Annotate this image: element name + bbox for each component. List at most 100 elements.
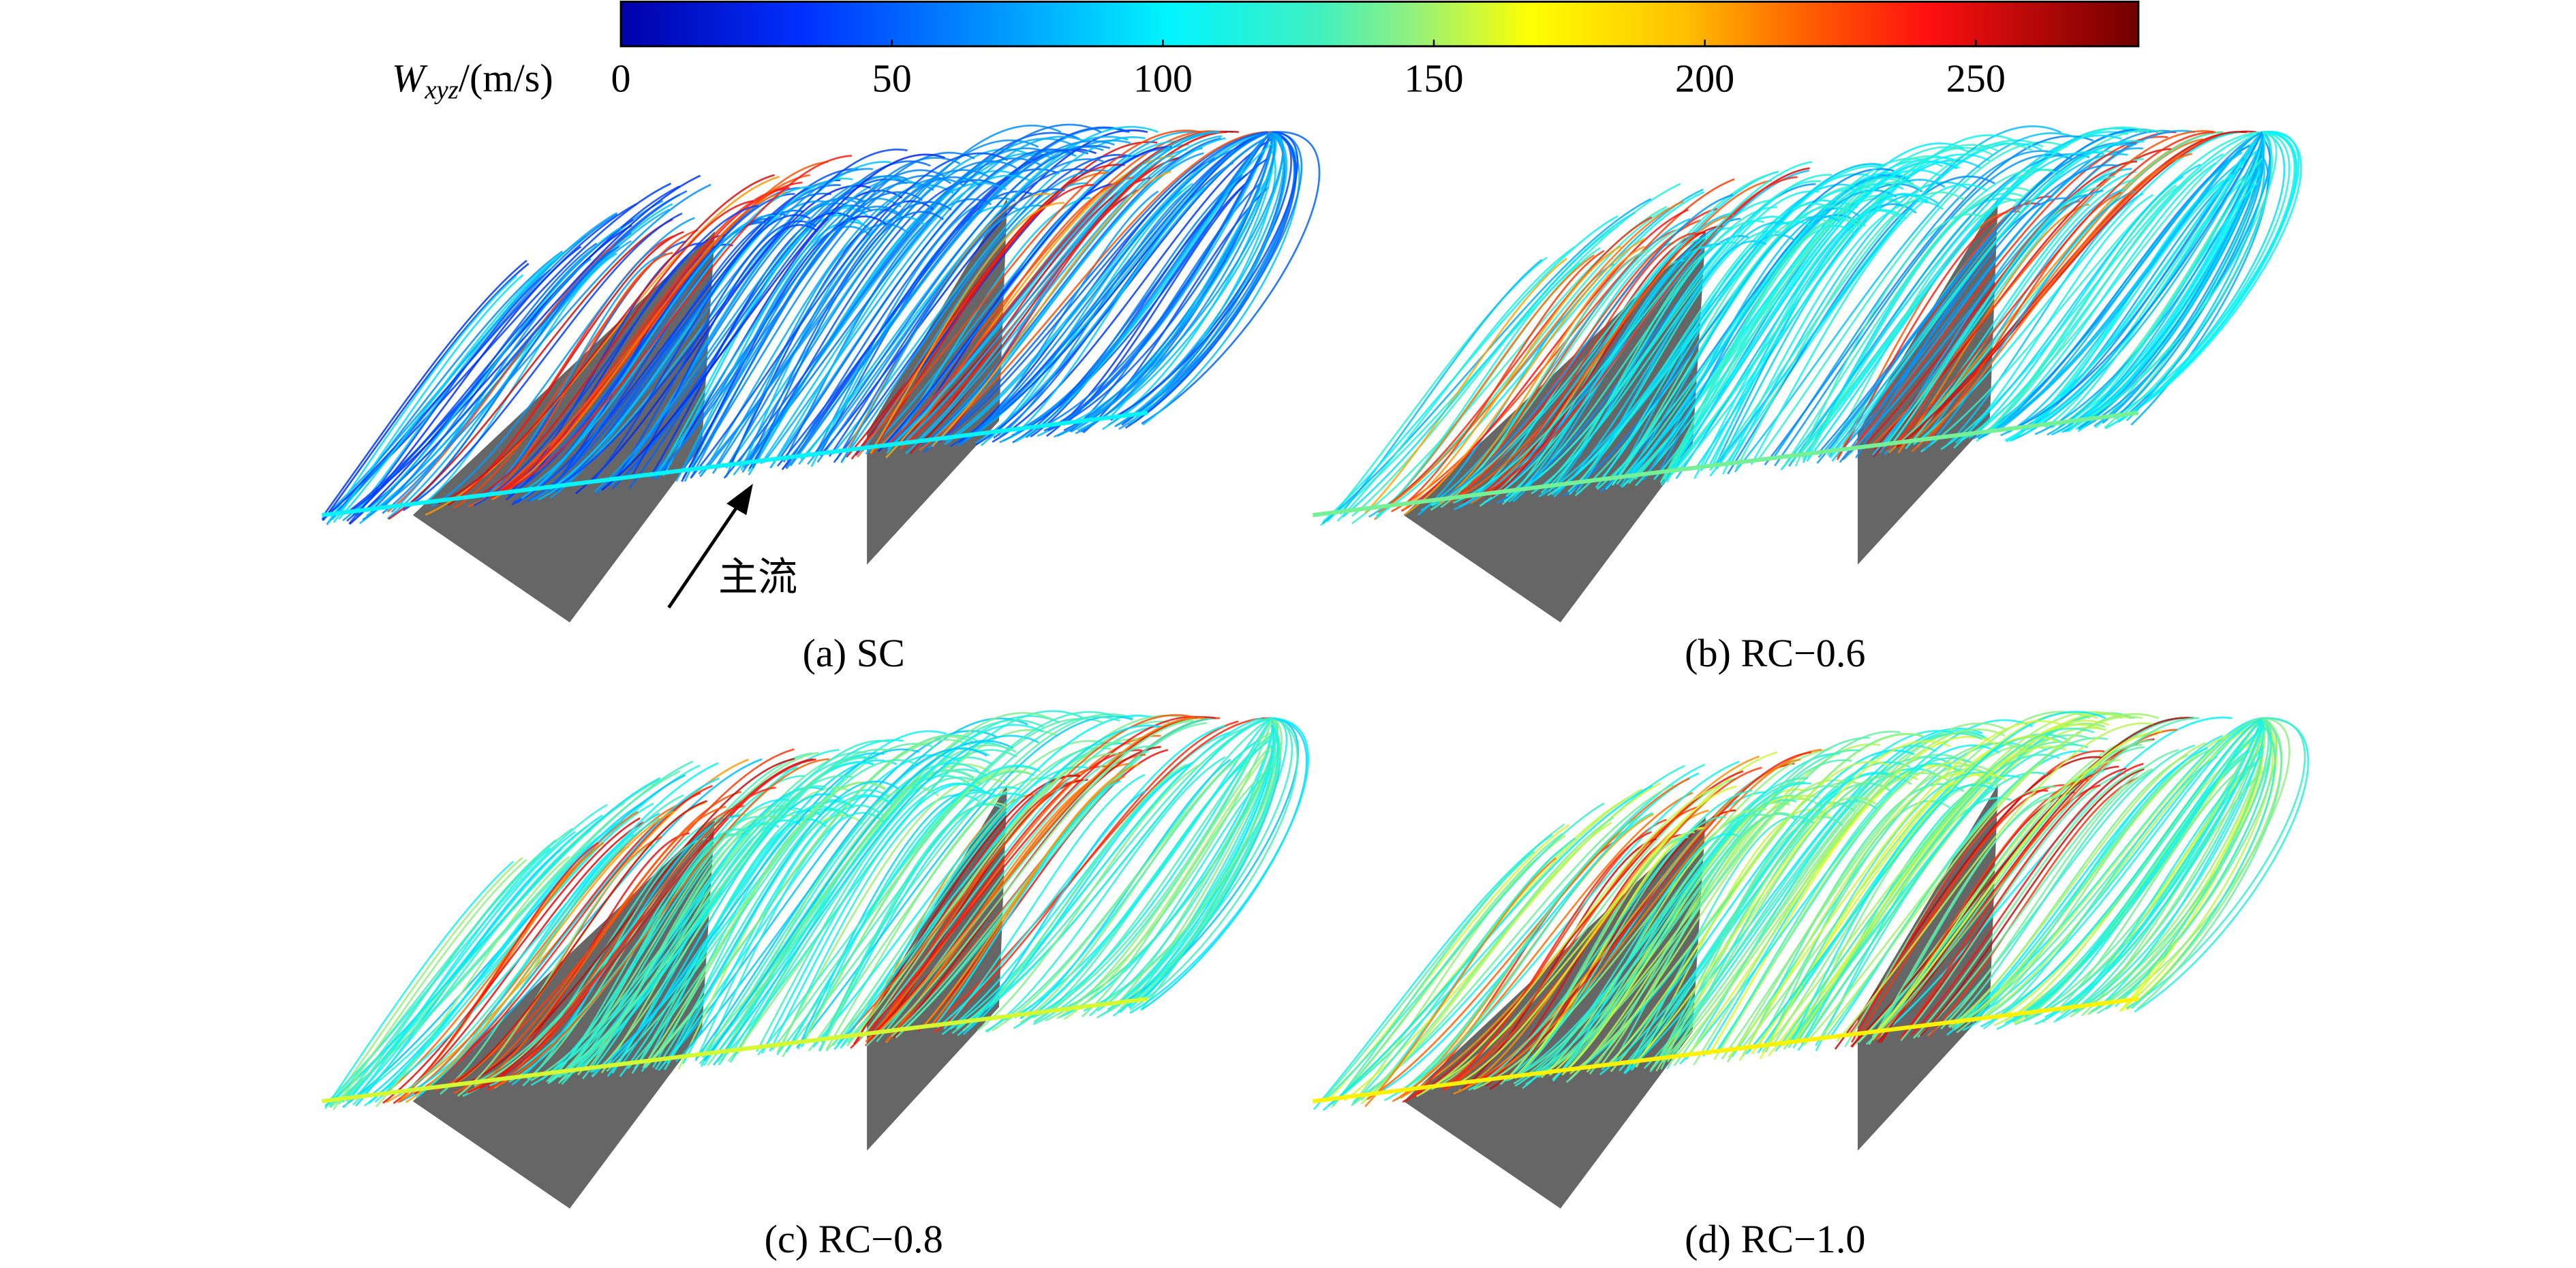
streamline bbox=[1912, 131, 2241, 446]
streamline bbox=[887, 131, 1221, 450]
streamline bbox=[921, 137, 1221, 448]
streamline bbox=[397, 794, 684, 1097]
streamline bbox=[1790, 784, 1993, 1045]
streamline bbox=[998, 187, 1191, 438]
colorbar-label: Wxyz/(m/s) bbox=[392, 57, 553, 105]
streamline bbox=[887, 720, 1195, 1034]
streamline bbox=[643, 782, 887, 1066]
streamline bbox=[717, 769, 975, 1063]
streamline bbox=[1005, 717, 1272, 1021]
streamline bbox=[1514, 816, 1726, 1078]
streamline bbox=[1075, 132, 1276, 435]
streamline bbox=[974, 190, 1159, 437]
tick-label: 150 bbox=[1404, 57, 1463, 101]
streamline bbox=[1484, 217, 1741, 504]
streamline bbox=[1435, 194, 1734, 504]
streamline bbox=[329, 770, 681, 1109]
streamline bbox=[1954, 164, 2201, 444]
tick-label: 250 bbox=[1946, 57, 2006, 101]
streamline bbox=[756, 776, 983, 1053]
streamline bbox=[1538, 163, 1881, 497]
streamline bbox=[941, 731, 1231, 1036]
streamline bbox=[1978, 131, 2263, 440]
streamline bbox=[1322, 784, 1653, 1111]
streamline bbox=[835, 188, 1065, 460]
streamline bbox=[1508, 737, 1870, 1081]
streamline bbox=[1685, 767, 1940, 1060]
streamline bbox=[1913, 767, 2145, 1039]
streamline bbox=[1364, 258, 1567, 514]
streamline bbox=[347, 174, 701, 514]
streamline bbox=[1096, 717, 1283, 1007]
streamline bbox=[1797, 743, 2089, 1051]
streamline bbox=[1522, 814, 1759, 1089]
streamline bbox=[345, 185, 680, 515]
streamline bbox=[1708, 764, 1961, 1055]
streamline bbox=[1685, 736, 1996, 1058]
streamline bbox=[2128, 131, 2302, 416]
streamline bbox=[729, 200, 935, 466]
streamline bbox=[1655, 801, 1856, 1064]
streamline bbox=[1441, 767, 1762, 1089]
streamline bbox=[1565, 785, 1841, 1083]
sheet-edge bbox=[1312, 996, 2139, 1104]
streamline bbox=[2044, 170, 2251, 429]
streamline bbox=[1717, 757, 1978, 1052]
streamline bbox=[453, 790, 742, 1095]
streamline bbox=[1596, 157, 1931, 490]
streamline bbox=[490, 805, 746, 1090]
streamline bbox=[606, 743, 935, 1072]
streamline bbox=[1979, 723, 2256, 1021]
streamline bbox=[681, 215, 888, 482]
streamline bbox=[511, 815, 740, 1086]
tick-label: 100 bbox=[1133, 57, 1193, 101]
streamline bbox=[447, 800, 708, 1088]
streamline bbox=[354, 847, 551, 1100]
streamline bbox=[800, 126, 1159, 461]
streamline bbox=[1332, 850, 1535, 1107]
streamline bbox=[1012, 157, 1270, 444]
streamline bbox=[555, 739, 904, 1077]
streamline bbox=[703, 740, 1013, 1062]
streamline bbox=[553, 149, 908, 490]
streamline bbox=[1982, 756, 2218, 1030]
streamline bbox=[375, 856, 570, 1108]
streamline bbox=[723, 132, 1080, 479]
streamline bbox=[1540, 215, 1781, 494]
streamline bbox=[2133, 717, 2283, 1005]
streamline bbox=[1364, 857, 1557, 1108]
streamline bbox=[1107, 171, 1272, 420]
sheet-edge bbox=[322, 996, 1148, 1104]
streamline bbox=[985, 756, 1226, 1033]
streamline bbox=[1623, 728, 1983, 1074]
streamline bbox=[495, 155, 853, 496]
streamline bbox=[1901, 767, 2127, 1036]
streamline-panel bbox=[1312, 711, 2310, 1209]
streamline bbox=[959, 148, 1236, 445]
streamline bbox=[1547, 165, 1884, 497]
streamline bbox=[1843, 129, 2196, 461]
streamline bbox=[1713, 762, 1980, 1060]
streamline bbox=[341, 839, 557, 1102]
streamline bbox=[1129, 717, 1310, 1015]
streamline bbox=[1904, 170, 2136, 444]
streamline bbox=[836, 741, 1123, 1045]
streamline bbox=[1734, 132, 2080, 473]
streamline bbox=[812, 714, 1156, 1048]
streamline bbox=[776, 126, 1130, 467]
streamline bbox=[402, 212, 683, 512]
label-main: W bbox=[392, 57, 428, 101]
streamline bbox=[1735, 191, 1965, 469]
streamline bbox=[1531, 190, 1820, 495]
streamline bbox=[1980, 717, 2263, 1028]
streamline bbox=[512, 168, 859, 504]
streamline bbox=[1951, 754, 2188, 1029]
sheet-edge bbox=[1312, 410, 2139, 518]
streamline bbox=[1352, 856, 1539, 1104]
streamline bbox=[1139, 764, 1273, 1011]
streamline bbox=[785, 764, 1038, 1053]
streamline bbox=[1099, 717, 1293, 1017]
streamline bbox=[594, 175, 902, 492]
streamline bbox=[2010, 132, 2263, 431]
streamline bbox=[870, 202, 1065, 454]
